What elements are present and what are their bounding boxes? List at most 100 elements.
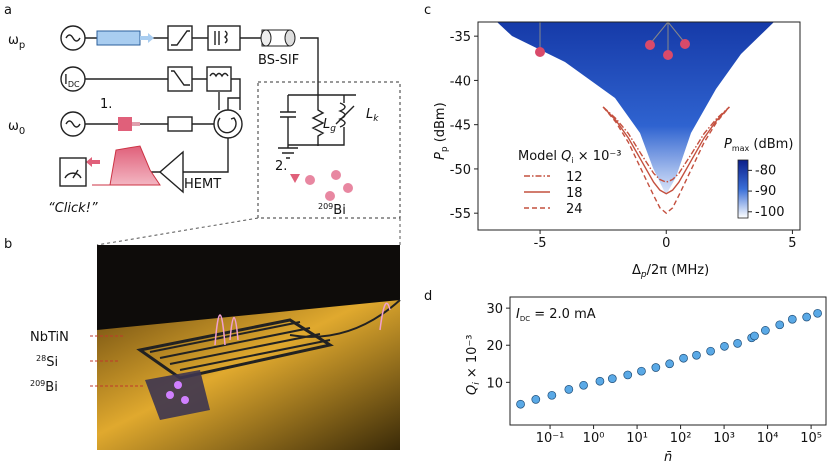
x-tick-label: -5 bbox=[534, 236, 547, 251]
symbol: I bbox=[64, 73, 68, 88]
y-axis-label: Qi × 10⁻³ bbox=[465, 334, 482, 395]
element: Bi bbox=[333, 203, 346, 218]
subscript: max bbox=[732, 144, 750, 153]
superscript: 28 bbox=[36, 354, 46, 363]
x-tick-label: 10⁴ bbox=[757, 431, 779, 446]
plot-frame bbox=[477, 21, 801, 231]
data-point bbox=[761, 326, 770, 335]
symbol: I bbox=[516, 307, 520, 322]
x-tick-label: 10⁰ bbox=[583, 431, 605, 446]
symbol: ω bbox=[8, 119, 19, 134]
label: 209Bi bbox=[30, 379, 58, 395]
colorbar-tick-label: -90 bbox=[755, 184, 776, 199]
y-tick-label: -50 bbox=[450, 163, 471, 178]
suffix: × 10⁻³ bbox=[465, 334, 480, 382]
data-point bbox=[623, 370, 633, 380]
symbol: P bbox=[724, 137, 732, 152]
label: NbTiN bbox=[30, 330, 69, 345]
label: Lg bbox=[323, 117, 336, 134]
symbol: Q bbox=[561, 149, 571, 164]
y-tick-label: -45 bbox=[450, 119, 471, 134]
label: ωp bbox=[8, 33, 25, 51]
data-point bbox=[775, 320, 785, 330]
suffix: /2π (MHz) bbox=[647, 263, 710, 278]
y-tick-label: -55 bbox=[450, 207, 471, 222]
label: Lk bbox=[366, 107, 379, 124]
panel-label: d bbox=[424, 289, 432, 304]
colorbar bbox=[737, 159, 749, 219]
superscript: 209 bbox=[30, 379, 45, 388]
data-point bbox=[787, 314, 797, 324]
legend-label: 18 bbox=[566, 186, 583, 201]
model-curve bbox=[602, 106, 730, 215]
prefix: Model bbox=[518, 149, 561, 164]
subscript: DC bbox=[520, 315, 530, 323]
symbol: P bbox=[433, 152, 448, 160]
data-point bbox=[531, 395, 541, 404]
y-tick-label: 10 bbox=[486, 376, 503, 391]
subscript: p bbox=[440, 146, 450, 152]
colorbar-label: Pmax (dBm) bbox=[724, 137, 793, 153]
data-point bbox=[813, 308, 822, 318]
annotation: IDC = 2.0 mA bbox=[516, 307, 596, 323]
suffix: (dBm) bbox=[433, 102, 448, 146]
suffix: (dBm) bbox=[749, 137, 793, 152]
label: “Click!” bbox=[48, 201, 98, 216]
plot-frame bbox=[509, 296, 827, 426]
colorbar-tick-label: -80 bbox=[755, 163, 776, 178]
x-tick-label: 10³ bbox=[713, 431, 735, 446]
x-tick-label: 5 bbox=[788, 236, 796, 251]
y-tick-label: 20 bbox=[486, 339, 503, 354]
subscript: i bbox=[472, 382, 482, 385]
subscript: 0 bbox=[19, 126, 25, 137]
data-point bbox=[665, 359, 674, 369]
data-point bbox=[564, 385, 574, 394]
element: Si bbox=[46, 355, 58, 370]
symbol: L bbox=[323, 117, 330, 132]
x-tick-label: 10¹ bbox=[626, 431, 648, 446]
panel-label: b bbox=[4, 237, 12, 252]
label: 1. bbox=[100, 97, 112, 112]
legend-label: 12 bbox=[566, 170, 583, 185]
subscript: k bbox=[373, 114, 379, 124]
subscript: i bbox=[571, 156, 573, 165]
symbol: Q bbox=[465, 385, 480, 395]
colorbar-tick-label: -100 bbox=[755, 205, 785, 220]
legend-label: 24 bbox=[566, 202, 583, 217]
heatmap bbox=[497, 22, 774, 195]
label: 2. bbox=[275, 159, 287, 174]
y-tick-label: -40 bbox=[450, 74, 471, 89]
data-point bbox=[750, 331, 759, 341]
panel-label: c bbox=[424, 3, 431, 18]
data-point bbox=[706, 346, 715, 356]
x-tick-label: 0 bbox=[662, 236, 670, 251]
data-point bbox=[547, 390, 557, 400]
label: 28Si bbox=[36, 354, 58, 370]
label: IDC bbox=[64, 73, 80, 89]
device-render bbox=[90, 245, 401, 450]
label: HEMT bbox=[184, 177, 221, 192]
data-point bbox=[733, 339, 742, 348]
x-tick-label: 10⁵ bbox=[800, 431, 822, 446]
symbol: ω bbox=[8, 33, 19, 48]
data-point bbox=[651, 363, 661, 372]
legend-title: Model Qi × 10⁻³ bbox=[518, 149, 621, 165]
model-curve bbox=[602, 106, 730, 183]
label: 209Bi bbox=[318, 202, 346, 218]
x-axis-label: Δp/2π (MHz) bbox=[632, 263, 709, 280]
superscript: 209 bbox=[318, 202, 333, 211]
subscript: p bbox=[19, 40, 25, 51]
data-point bbox=[637, 366, 646, 376]
label: BS-SIF bbox=[258, 53, 299, 68]
x-tick-label: 10⁻¹ bbox=[536, 431, 565, 446]
x-tick-label: 10² bbox=[670, 431, 692, 446]
x-axis-label: n̄ bbox=[664, 450, 672, 465]
pendulum-icons bbox=[535, 21, 690, 60]
data-point bbox=[579, 380, 588, 390]
y-axis-label: Pp (dBm) bbox=[433, 102, 450, 160]
data-point bbox=[802, 312, 811, 322]
suffix: × 10⁻³ bbox=[574, 149, 622, 164]
y-tick-label: -35 bbox=[450, 30, 471, 45]
circuit bbox=[59, 25, 401, 246]
